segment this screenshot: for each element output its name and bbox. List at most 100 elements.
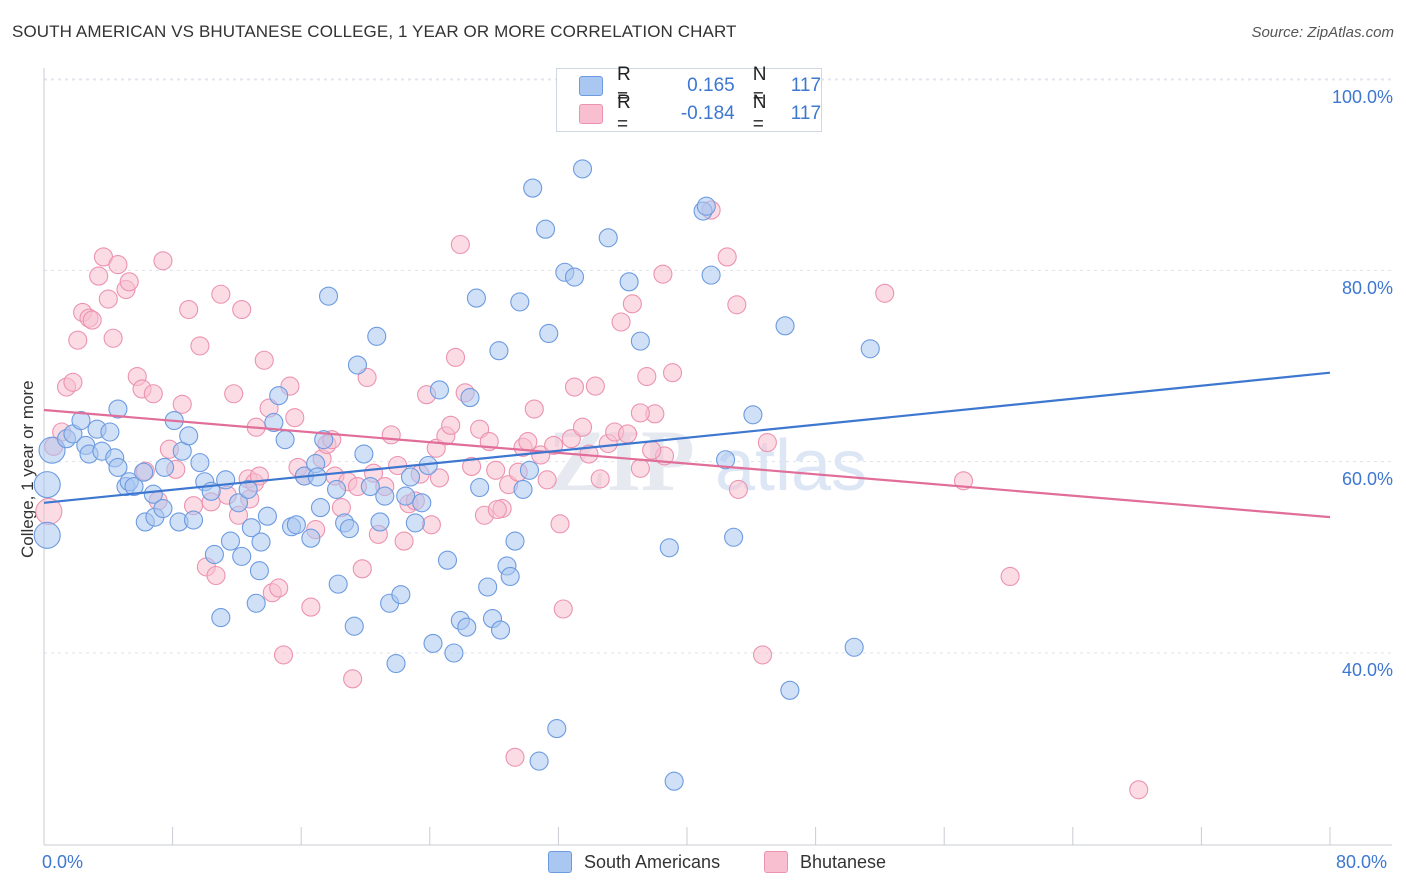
bhutanese-point-12 — [103, 328, 123, 348]
south-american-point-107 — [743, 405, 763, 425]
bhutanese-point-104 — [617, 424, 638, 444]
south-american-point-78 — [470, 477, 490, 498]
south-american-point-50 — [314, 430, 334, 450]
south-american-point-113 — [307, 467, 327, 487]
south-american-point-91 — [539, 323, 559, 344]
bhutanese-point-117 — [1000, 566, 1020, 587]
blue-swatch — [579, 76, 603, 96]
bhutanese-point-120 — [630, 403, 650, 423]
south-american-point-76 — [460, 388, 480, 408]
south-american-point-87 — [519, 460, 540, 480]
south-american-point-86 — [513, 479, 533, 499]
south-american-point-108 — [775, 316, 795, 336]
south-american-point-81 — [489, 341, 509, 361]
bhutanese-point-113 — [727, 295, 747, 315]
south-american-point-12 — [108, 457, 128, 477]
chart-title: SOUTH AMERICAN VS BHUTANESE COLLEGE, 1 Y… — [12, 22, 737, 41]
south-american-point-27 — [190, 453, 210, 473]
bhutanese-point-15 — [119, 272, 139, 292]
y-tick-40: 40.0% — [1341, 660, 1393, 680]
bhutanese-point-40 — [254, 350, 274, 370]
bhutanese-point-76 — [445, 347, 466, 367]
south-american-point-58 — [360, 476, 380, 497]
south-american-point-57 — [354, 444, 374, 464]
n-label: N = — [752, 64, 767, 107]
south-american-point-61 — [375, 486, 395, 506]
south-american-point-26 — [183, 510, 204, 530]
south-american-point-97 — [619, 272, 639, 292]
legend-item-south-americans[interactable]: South Americans — [548, 851, 720, 873]
bhutanese-point-118 — [1129, 780, 1149, 800]
south-american-point-96 — [598, 228, 618, 248]
series-legend: South Americans Bhutanese — [0, 851, 1406, 879]
trend-lines — [43, 371, 1331, 519]
legend-row-south-americans: R = 0.165 N = 117 — [579, 64, 821, 107]
south-american-point-35 — [232, 546, 252, 566]
south-american-point-75 — [457, 617, 477, 637]
bhutanese-point-4 — [63, 372, 83, 392]
bhutanese-point-95 — [561, 429, 581, 449]
south-american-point-33 — [220, 531, 241, 551]
south-american-point-31 — [211, 608, 231, 628]
legend-label: South Americans — [584, 851, 721, 872]
south-american-point-92 — [547, 719, 567, 739]
south-american-point-106 — [724, 527, 744, 547]
south-american-point-66 — [400, 467, 421, 487]
south-american-point-72 — [437, 550, 458, 570]
south-american-point-56 — [347, 355, 368, 375]
bhutanese-point-119 — [487, 499, 507, 520]
south-american-point-95 — [572, 159, 593, 179]
south-american-point-70 — [423, 633, 443, 653]
south-american-point-109 — [780, 680, 800, 700]
bhutanese-point-35 — [232, 300, 252, 320]
legend-item-bhutanese[interactable]: Bhutanese — [764, 851, 886, 873]
south-american-point-43 — [275, 430, 295, 450]
south-american-point-84 — [505, 531, 525, 551]
axes — [43, 68, 1392, 846]
bhutanese-point-103 — [611, 312, 631, 332]
south-american-point-59 — [367, 326, 387, 346]
bhutanese-point-88 — [518, 432, 538, 452]
south-american-point-16 — [134, 462, 154, 482]
bhutanese-point-24 — [172, 394, 192, 414]
south-american-point-82 — [490, 620, 511, 640]
bhutanese-point-5 — [68, 330, 88, 350]
south-american-point-71 — [429, 380, 449, 400]
bhutanese-point-106 — [630, 458, 650, 478]
bhutanese-point-94 — [553, 599, 573, 619]
bhutanese-point-124 — [642, 440, 662, 460]
south-american-point-36 — [238, 479, 258, 499]
grid-lines — [44, 78, 1392, 654]
bhutanese-point-9 — [89, 266, 109, 286]
bhutanese-point-122 — [753, 645, 773, 665]
bhutanese-point-86 — [505, 747, 525, 767]
bhutanese-point-123 — [728, 479, 748, 499]
x-tick-max: 80.0% — [1336, 852, 1388, 872]
bhutanese-point-77 — [450, 234, 470, 255]
south-american-point-85 — [510, 292, 530, 312]
bhutanese-point-91 — [537, 470, 557, 490]
south-american-point-112 — [249, 561, 269, 581]
south-american-point-47 — [301, 528, 321, 548]
bhutanese-point-89 — [524, 399, 544, 419]
pink-swatch — [764, 851, 788, 873]
south-american-point-116 — [327, 479, 347, 499]
bhutanese-trend-line — [43, 408, 1331, 519]
south-american-point-111 — [860, 339, 880, 359]
bhutanese-point-27 — [190, 336, 210, 356]
bhutanese-point-79 — [462, 456, 482, 477]
bhutanese-point-115 — [875, 283, 895, 303]
n-label: N = — [752, 92, 767, 135]
south-american-point-42 — [269, 386, 289, 406]
bhutanese-point-13 — [108, 255, 128, 275]
bhutanese-point-30 — [206, 565, 226, 586]
south-american-point-18 — [143, 484, 163, 504]
chart-source: Source: ZipAtlas.com — [1251, 24, 1394, 41]
bhutanese-point-33 — [224, 384, 244, 404]
bhutanese-point-114 — [757, 432, 777, 453]
south-american-point-60 — [370, 512, 390, 532]
south-american-point-40 — [257, 506, 277, 526]
south-american-point-15 — [124, 476, 144, 497]
legend-row-bhutanese: R = -0.184 N = 117 — [579, 92, 821, 135]
bhutanese-point-44 — [273, 645, 294, 665]
